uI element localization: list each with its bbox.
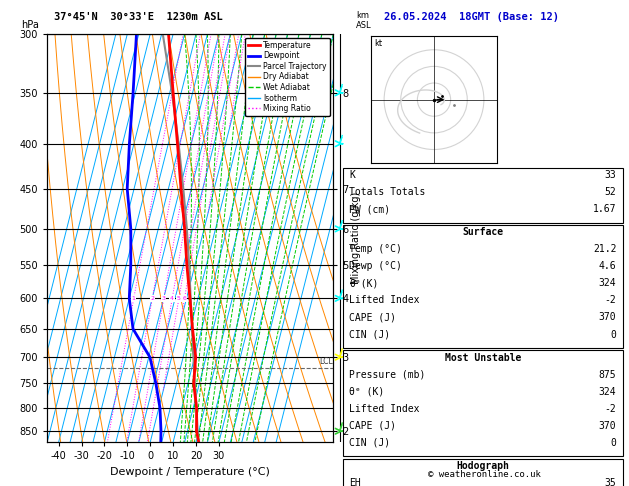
Text: Surface: Surface xyxy=(462,227,503,238)
Text: 52: 52 xyxy=(604,187,616,197)
Text: 370: 370 xyxy=(599,421,616,431)
Text: 4.6: 4.6 xyxy=(599,261,616,272)
Text: 324: 324 xyxy=(599,278,616,289)
Text: Temp (°C): Temp (°C) xyxy=(349,244,402,255)
Text: 33: 33 xyxy=(604,170,616,180)
Text: 26.05.2024  18GMT (Base: 12): 26.05.2024 18GMT (Base: 12) xyxy=(384,12,559,22)
Text: Lifted Index: Lifted Index xyxy=(349,404,420,414)
Text: kt: kt xyxy=(374,39,382,49)
Text: Dewp (°C): Dewp (°C) xyxy=(349,261,402,272)
Text: © weatheronline.co.uk: © weatheronline.co.uk xyxy=(428,469,541,479)
Text: hPa: hPa xyxy=(21,20,39,30)
Text: θᵉ (K): θᵉ (K) xyxy=(349,387,384,397)
Text: 4: 4 xyxy=(170,296,174,301)
Text: 35: 35 xyxy=(604,478,616,486)
Text: 0: 0 xyxy=(611,330,616,340)
Text: K: K xyxy=(349,170,355,180)
Text: 37°45'N  30°33'E  1230m ASL: 37°45'N 30°33'E 1230m ASL xyxy=(54,12,223,22)
Text: -2: -2 xyxy=(604,404,616,414)
Text: Lifted Index: Lifted Index xyxy=(349,295,420,306)
Text: CIN (J): CIN (J) xyxy=(349,438,390,448)
Text: CAPE (J): CAPE (J) xyxy=(349,421,396,431)
Text: 324: 324 xyxy=(599,387,616,397)
Text: Hodograph: Hodograph xyxy=(456,461,509,471)
Text: 5: 5 xyxy=(177,296,181,301)
Text: LCL: LCL xyxy=(319,357,333,366)
Legend: Temperature, Dewpoint, Parcel Trajectory, Dry Adiabat, Wet Adiabat, Isotherm, Mi: Temperature, Dewpoint, Parcel Trajectory… xyxy=(245,38,330,116)
X-axis label: Dewpoint / Temperature (°C): Dewpoint / Temperature (°C) xyxy=(110,467,270,477)
Text: CIN (J): CIN (J) xyxy=(349,330,390,340)
Text: EH: EH xyxy=(349,478,361,486)
Text: 0: 0 xyxy=(611,438,616,448)
Text: PW (cm): PW (cm) xyxy=(349,204,390,214)
Text: 370: 370 xyxy=(599,312,616,323)
Text: Totals Totals: Totals Totals xyxy=(349,187,425,197)
Text: Most Unstable: Most Unstable xyxy=(445,353,521,363)
Text: 21.2: 21.2 xyxy=(593,244,616,255)
Text: CAPE (J): CAPE (J) xyxy=(349,312,396,323)
Text: Pressure (mb): Pressure (mb) xyxy=(349,370,425,380)
Text: 6: 6 xyxy=(182,296,186,301)
Text: 1.67: 1.67 xyxy=(593,204,616,214)
Text: 1: 1 xyxy=(132,296,136,301)
Text: km
ASL: km ASL xyxy=(356,11,372,30)
Text: -2: -2 xyxy=(604,295,616,306)
Text: 3: 3 xyxy=(162,296,166,301)
Y-axis label: Mixing Ratio (g/kg): Mixing Ratio (g/kg) xyxy=(352,192,362,284)
Text: 2: 2 xyxy=(150,296,154,301)
Text: θᵉ(K): θᵉ(K) xyxy=(349,278,379,289)
Text: 875: 875 xyxy=(599,370,616,380)
